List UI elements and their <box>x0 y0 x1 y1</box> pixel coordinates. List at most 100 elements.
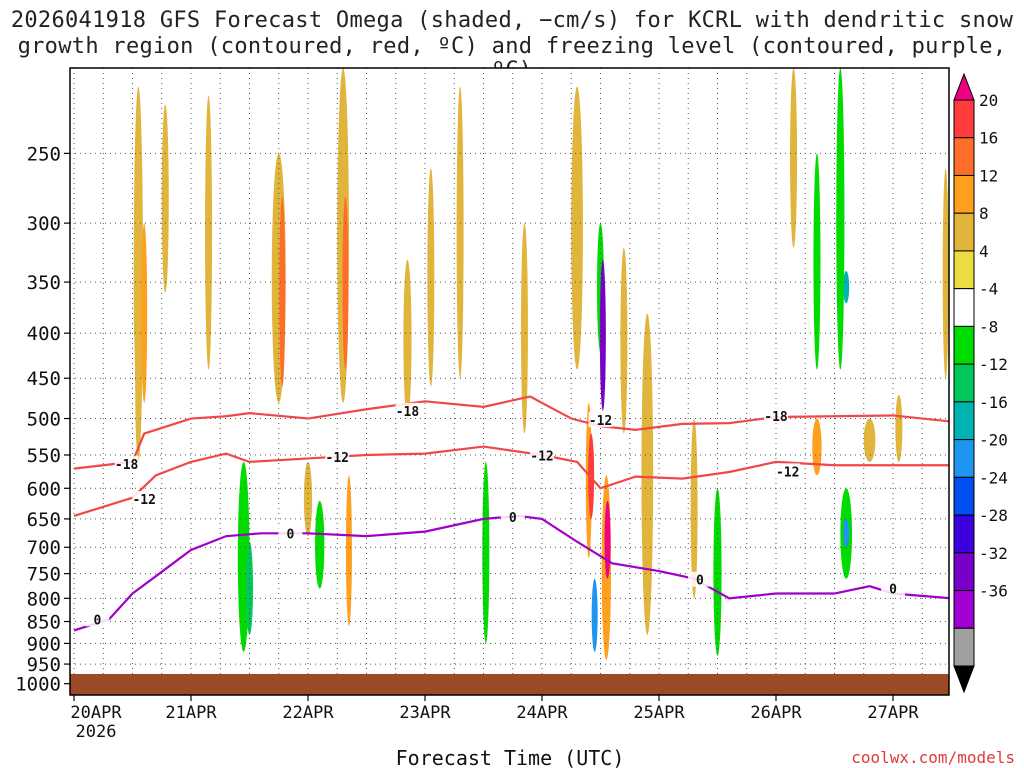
colorbar-segment <box>953 174 975 214</box>
omega-blob <box>129 313 136 589</box>
contour-label-bg <box>764 408 788 424</box>
colorbar-label: -28 <box>979 506 1008 525</box>
contour-label: 0 <box>889 583 897 598</box>
contour-label-bg <box>775 463 800 479</box>
colorbar-segment <box>953 212 975 252</box>
y-tick-label: 850 <box>27 612 61 634</box>
contour-label: -18 <box>764 410 788 425</box>
omega-blob <box>713 488 722 656</box>
colorbar-segment <box>953 514 975 554</box>
contour-label: -12 <box>132 493 155 508</box>
omega-blob <box>456 86 464 379</box>
omega-blob <box>342 196 349 370</box>
colorbar: 20 16 12 8 4 -4 -8 -12 -16 -20 -24 -28 -32 -36 <box>953 72 1008 694</box>
y-tick-label: 650 <box>27 509 61 531</box>
omega-blob <box>374 86 382 403</box>
colorbar-segment <box>953 137 975 176</box>
colorbar-label: -32 <box>979 544 1008 563</box>
omega-blob <box>761 313 768 448</box>
colorbar-segment <box>953 439 975 478</box>
omega-blob <box>690 418 698 599</box>
omega-blob <box>725 259 733 370</box>
y-tick-label: 700 <box>27 537 61 559</box>
contour-label-bg <box>132 490 157 506</box>
colorbar-label: -8 <box>979 317 998 336</box>
omega-blob <box>895 394 903 462</box>
plot-background <box>70 68 949 695</box>
y-axis: 2503003504004505005506006507007508008509… <box>15 143 70 696</box>
colorbar-segment <box>953 99 975 139</box>
colorbar-label: 8 <box>979 204 989 223</box>
omega-blob <box>141 223 148 403</box>
contour-label-bg <box>500 509 525 525</box>
omega-blob <box>599 259 606 411</box>
omega-blob <box>836 68 845 370</box>
colorbar-label: 20 <box>979 91 998 110</box>
omega-blob <box>812 418 822 476</box>
y-tick-label: 750 <box>27 564 61 586</box>
omega-blob <box>591 578 598 652</box>
colorbar-segment <box>953 363 975 403</box>
x-tick-label: 25APR <box>633 703 685 723</box>
contour-label-bg <box>588 412 613 428</box>
colorbar-arrow-bottom <box>953 665 975 694</box>
x-axis-label: Forecast Time (UTC) <box>396 746 625 768</box>
omega-blob <box>133 86 144 462</box>
omega-blob <box>620 247 628 434</box>
y-tick-label: 400 <box>27 323 61 345</box>
colorbar-label: 4 <box>979 242 989 261</box>
contour-label: 0 <box>287 527 295 542</box>
colorbar-segment <box>953 401 975 441</box>
contour-label: -12 <box>530 450 553 465</box>
omega-blob <box>482 461 490 644</box>
y-tick-label: 1000 <box>15 674 61 696</box>
contour-label-bg <box>530 447 554 463</box>
omega-blob <box>403 259 412 419</box>
y-tick-label: 350 <box>27 272 61 294</box>
omega-blob <box>315 500 325 589</box>
x-axis: 20APR 21APR 22APR 23APR 24APR 25APR 26APR 27APR… <box>70 695 919 742</box>
colorbar-label: 16 <box>979 129 998 148</box>
colorbar-segment <box>953 476 975 516</box>
contour-label: 0 <box>93 613 101 628</box>
x-tick-label: 26APR <box>750 703 802 723</box>
contour-label: 0 <box>509 511 517 526</box>
omega-blob <box>345 475 352 626</box>
x-tick-sublabel: 2026 <box>76 722 117 742</box>
contour-label: -18 <box>396 405 420 420</box>
x-tick-label: 23APR <box>399 703 451 723</box>
y-tick-label: 550 <box>27 445 61 467</box>
y-tick-label: 600 <box>27 478 61 500</box>
x-tick-label: 22APR <box>282 703 334 723</box>
omega-blob <box>641 313 654 635</box>
omega-blob <box>529 454 544 513</box>
contour-line <box>73 395 949 470</box>
omega-blob <box>303 461 313 537</box>
colorbar-label: -16 <box>979 393 1008 412</box>
omega-blob <box>942 168 949 379</box>
colorbar-label: -20 <box>979 431 1008 450</box>
colorbar-segment <box>953 250 975 290</box>
contour-label: -12 <box>326 451 349 466</box>
x-tick-label: 24APR <box>516 703 568 723</box>
omega-blob <box>863 418 876 462</box>
colorbar-segment <box>953 552 975 592</box>
omega-blob <box>161 104 169 293</box>
omega-blob <box>427 168 435 387</box>
colorbar-label: -4 <box>979 280 998 299</box>
surface-ground <box>70 674 949 695</box>
colorbar-segment <box>953 325 975 365</box>
omega-shading <box>129 68 949 661</box>
omega-blob <box>571 86 583 370</box>
omega-blob <box>279 196 286 387</box>
contour-line <box>73 445 949 517</box>
omega-blob <box>813 153 821 370</box>
contour-label: -18 <box>115 458 139 473</box>
contour-label: 0 <box>696 574 704 589</box>
y-tick-label: 300 <box>27 213 61 235</box>
omega-blob <box>604 500 611 579</box>
contour-label: -12 <box>776 465 799 480</box>
contour-label-bg <box>687 571 712 587</box>
colorbar-label: -12 <box>979 355 1008 374</box>
contour-label-bg <box>85 611 110 627</box>
